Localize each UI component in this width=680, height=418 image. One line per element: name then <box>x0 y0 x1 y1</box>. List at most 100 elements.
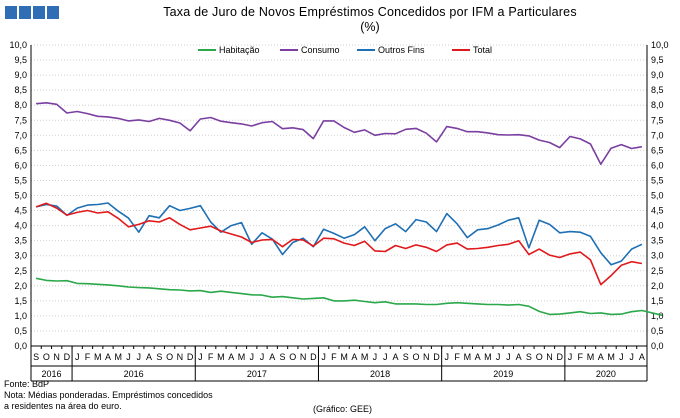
x-tick-label: M <box>484 352 492 362</box>
x-tick-label: M <box>217 352 225 362</box>
y-tick-label-right: 9,5 <box>651 55 664 65</box>
series-lines <box>35 102 663 317</box>
x-tick-label: J <box>629 352 634 362</box>
x-tick-label: D <box>310 352 317 362</box>
x-tick-label: J <box>249 352 254 362</box>
x-tick-label: O <box>536 352 543 362</box>
y-tick-label-right: 8,5 <box>651 85 664 95</box>
y-tick-label-left: 0,0 <box>14 341 27 351</box>
x-tick-label: F <box>208 352 214 362</box>
x-tick-label: D <box>433 352 440 362</box>
x-tick-label: N <box>423 352 430 362</box>
y-tick-label-right: 7,0 <box>651 130 664 140</box>
x-tick-label: J <box>619 352 624 362</box>
x-tick-label: J <box>126 352 131 362</box>
y-tick-label-left: 1,0 <box>14 311 27 321</box>
y-tick-label-right: 0,5 <box>651 326 664 336</box>
axes <box>30 45 648 382</box>
x-tick-label: M <box>587 352 595 362</box>
x-tick-label: S <box>403 352 409 362</box>
x-tick-label: D <box>187 352 194 362</box>
chart-subtitle: (%) <box>360 20 380 34</box>
y-tick-label-right: 5,0 <box>651 191 664 201</box>
x-tick-label: J <box>321 352 326 362</box>
x-tick-label: O <box>289 352 296 362</box>
x-tick-label: J <box>506 352 511 362</box>
x-tick-label: M <box>361 352 369 362</box>
x-tick-label: M <box>464 352 472 362</box>
y-tick-label-right: 8,0 <box>651 100 664 110</box>
x-tick-label: J <box>260 352 265 362</box>
x-tick-label: J <box>568 352 573 362</box>
y-tick-label-left: 5,0 <box>14 191 27 201</box>
legend: Habitação Consumo Outros Fins Total <box>198 45 492 55</box>
x-tick-label: F <box>454 352 460 362</box>
x-tick-label: F <box>85 352 91 362</box>
x-tick-label: O <box>412 352 419 362</box>
y-tick-label-right: 3,5 <box>651 236 664 246</box>
legend-label: Outros Fins <box>378 45 425 55</box>
y-tick-label-right: 5,5 <box>651 175 664 185</box>
x-tick-label: J <box>75 352 80 362</box>
legend-label: Consumo <box>301 45 340 55</box>
y-tick-label-right: 4,0 <box>651 221 664 231</box>
source-note: Fonte: BdP <box>4 379 50 389</box>
x-year-label: 2018 <box>370 369 390 379</box>
x-tick-label: A <box>228 352 234 362</box>
y-tick-label-right: 0,0 <box>651 341 664 351</box>
x-tick-label: A <box>598 352 604 362</box>
x-year-label: 2020 <box>596 369 616 379</box>
x-tick-label: A <box>516 352 522 362</box>
y-tick-label-right: 10,0 <box>651 40 669 50</box>
x-axis-year-labels: 2016 2016 2017 2018 2019 2020 <box>42 369 616 379</box>
x-tick-label: N <box>177 352 184 362</box>
y-tick-label-right: 1,0 <box>651 311 664 321</box>
x-tick-label: N <box>300 352 307 362</box>
y-tick-label-left: 8,0 <box>14 100 27 110</box>
y-tick-label-right: 3,0 <box>651 251 664 261</box>
y-tick-label-left: 7,5 <box>14 115 27 125</box>
y-tick-label-left: 9,0 <box>14 70 27 80</box>
gee-logo <box>5 6 59 19</box>
x-year-label: 2019 <box>493 369 513 379</box>
x-tick-label: M <box>115 352 123 362</box>
y-tick-label-left: 2,5 <box>14 266 27 276</box>
x-tick-label: M <box>607 352 615 362</box>
x-tick-label: J <box>496 352 501 362</box>
x-year-label: 2016 <box>42 369 62 379</box>
y-tick-label-left: 6,5 <box>14 145 27 155</box>
y-tick-label-left: 2,0 <box>14 281 27 291</box>
y-axis-right-labels: 0,0 0,5 1,0 1,5 2,0 2,5 3,0 3,5 4,0 4,5 5,0 5,5 6,0 6… <box>651 40 669 351</box>
x-tick-label: S <box>280 352 286 362</box>
note-line-2: a residentes na área do euro. <box>4 401 122 411</box>
y-tick-label-right: 4,5 <box>651 206 664 216</box>
x-tick-label: O <box>43 352 50 362</box>
legend-label: Habitação <box>219 45 260 55</box>
legend-label: Total <box>473 45 492 55</box>
x-tick-label: A <box>269 352 275 362</box>
chart-title: Taxa de Juro de Novos Empréstimos Conced… <box>163 5 577 19</box>
x-tick-label: F <box>331 352 337 362</box>
x-tick-label: J <box>137 352 142 362</box>
y-tick-label-left: 8,5 <box>14 85 27 95</box>
note-line-1: Nota: Médias ponderadas. Empréstimos con… <box>4 390 213 400</box>
x-tick-label: S <box>156 352 162 362</box>
y-tick-label-left: 3,5 <box>14 236 27 246</box>
y-tick-label-left: 1,5 <box>14 296 27 306</box>
y-tick-label-right: 9,0 <box>651 70 664 80</box>
x-tick-label: N <box>546 352 553 362</box>
y-tick-label-left: 0,5 <box>14 326 27 336</box>
series-line-habitao <box>35 277 663 317</box>
x-tick-label: M <box>340 352 348 362</box>
y-tick-label-left: 7,0 <box>14 130 27 140</box>
y-tick-label-right: 1,5 <box>651 296 664 306</box>
y-axis-left-labels: 0,0 0,5 1,0 1,5 2,0 2,5 3,0 3,5 4,0 4,5 5,0 5,5 6,0 6… <box>9 40 27 351</box>
x-tick-label: A <box>639 352 645 362</box>
y-tick-label-right: 2,5 <box>651 266 664 276</box>
x-tick-label: J <box>373 352 378 362</box>
x-tick-label: A <box>392 352 398 362</box>
x-tick-label: O <box>166 352 173 362</box>
y-tick-label-left: 3,0 <box>14 251 27 261</box>
